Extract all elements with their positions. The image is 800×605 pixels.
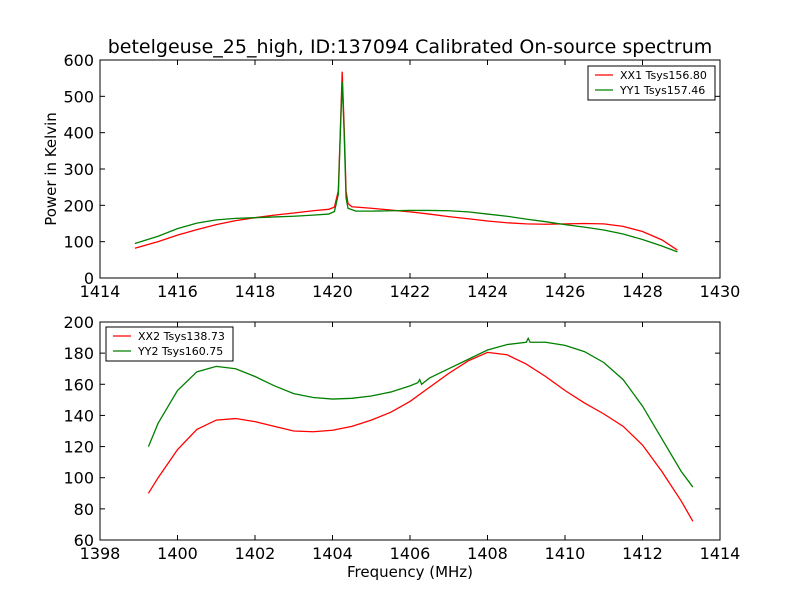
y-tick-label: 100 (63, 469, 94, 488)
chart-panel-1: 1414 1416 1418 1420 1422 1424 1426 1428 1430 0 100… (42, 36, 740, 301)
y-tick-label: 400 (63, 124, 94, 143)
y-tick-label: 100 (63, 233, 94, 252)
y-tick-label: 140 (63, 406, 94, 425)
x-axis-label: Frequency (MHz) (347, 563, 473, 581)
series-line-2 (147, 336, 694, 488)
x-tick-label: 1418 (235, 282, 276, 301)
x-tick-label: 1408 (467, 544, 508, 563)
legend-label: XX1 Tsys156.80 (620, 69, 707, 82)
y-tick-label: 200 (63, 313, 94, 332)
y-axis-label: Power in Kelvin (42, 112, 60, 226)
y-tick-label: 60 (74, 531, 94, 550)
legend-label: YY1 Tsys157.46 (619, 84, 705, 97)
x-tick-label: 1402 (235, 544, 276, 563)
x-tick-label: 1410 (545, 544, 586, 563)
chart-legend: XX2 Tsys138.73 YY2 Tsys160.75 (105, 326, 234, 362)
x-tick-label: 1414 (700, 544, 741, 563)
legend-label: XX2 Tsys138.73 (138, 330, 225, 343)
y-tick-label: 0 (84, 269, 94, 288)
x-tick-label: 1412 (622, 544, 663, 563)
x-tick-label: 1404 (312, 544, 353, 563)
chart-legend: XX1 Tsys156.80 YY1 Tsys157.46 (587, 65, 716, 101)
x-tick-label: 1400 (157, 544, 198, 563)
y-tick-label: 600 (63, 51, 94, 70)
y-tick-label: 300 (63, 160, 94, 179)
x-tick-label: 1428 (622, 282, 663, 301)
series-line-1 (147, 351, 694, 522)
x-tick-label: 1430 (700, 282, 741, 301)
chart-title: betelgeuse_25_high, ID:137094 Calibrated… (108, 36, 713, 58)
y-tick-label: 120 (63, 438, 94, 457)
y-tick-label: 500 (63, 87, 94, 106)
y-tick-label: 200 (63, 196, 94, 215)
x-tick-label: 1414 (80, 282, 121, 301)
x-tick-label: 1416 (157, 282, 198, 301)
x-tick-label: 1424 (467, 282, 508, 301)
legend-box (105, 326, 234, 362)
chart-panel-2: 1398 1400 1402 1404 1406 1408 1410 1412 1414 60 80… (63, 313, 740, 581)
legend-label: YY2 Tsys160.75 (137, 345, 223, 358)
legend-box (587, 65, 716, 101)
x-tick-label: 1420 (312, 282, 353, 301)
y-tick-label: 180 (63, 344, 94, 363)
x-tick-label: 1422 (390, 282, 431, 301)
series-line-2 (134, 81, 678, 253)
x-tick-label: 1398 (80, 544, 121, 563)
x-tick-label: 1406 (390, 544, 431, 563)
x-tick-label: 1426 (545, 282, 586, 301)
y-tick-label: 160 (63, 375, 94, 394)
y-tick-label: 80 (74, 500, 94, 519)
